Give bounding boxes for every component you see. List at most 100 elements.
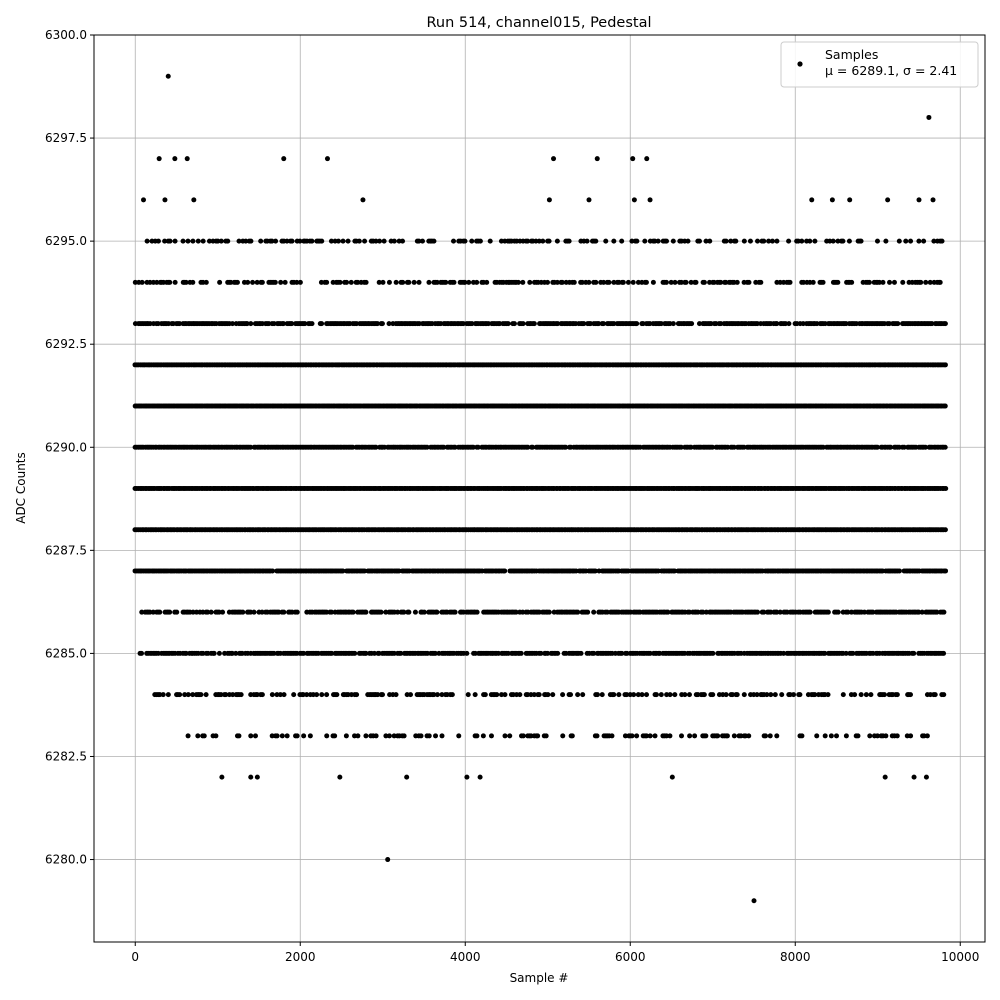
data-point (334, 692, 340, 698)
data-point (812, 238, 818, 244)
data-point (419, 238, 425, 244)
data-point (658, 692, 664, 698)
data-point (344, 279, 350, 285)
data-point (563, 444, 569, 450)
data-point (924, 733, 930, 739)
data-point (259, 609, 265, 615)
data-point (650, 279, 656, 285)
data-point (611, 692, 617, 698)
data-point (281, 692, 287, 698)
data-point (761, 238, 767, 244)
data-point (515, 279, 521, 285)
data-point (696, 238, 702, 244)
data-point (180, 238, 186, 244)
data-point (229, 650, 235, 656)
data-point (278, 279, 284, 285)
data-point (328, 238, 334, 244)
y-tick-label: 6290.0 (45, 440, 87, 454)
data-point (200, 238, 206, 244)
data-point (456, 733, 462, 739)
data-point (177, 321, 183, 327)
data-point (566, 238, 572, 244)
data-point (835, 238, 841, 244)
data-point (554, 238, 560, 244)
data-point (634, 733, 640, 739)
data-point (665, 609, 671, 615)
data-point (741, 238, 747, 244)
data-point (855, 733, 861, 739)
data-point (880, 279, 886, 285)
data-point (777, 609, 783, 615)
data-point (139, 279, 145, 285)
data-point (679, 733, 685, 739)
data-point (774, 733, 780, 739)
data-point (916, 197, 922, 203)
data-point (670, 238, 676, 244)
data-point (751, 898, 757, 904)
data-point (291, 692, 297, 698)
data-point (868, 692, 874, 698)
data-point (786, 238, 792, 244)
data-point (281, 156, 287, 162)
data-point (350, 609, 356, 615)
data-point (274, 733, 280, 739)
data-point (918, 279, 924, 285)
data-point (885, 197, 891, 203)
data-point (328, 609, 334, 615)
data-point (545, 692, 551, 698)
data-point (248, 238, 254, 244)
data-point (629, 733, 635, 739)
data-point (487, 238, 493, 244)
data-point (723, 692, 729, 698)
data-point (644, 156, 650, 162)
data-point (926, 114, 932, 120)
data-point (678, 444, 684, 450)
data-point (672, 692, 678, 698)
data-point (219, 774, 225, 780)
data-point (248, 774, 254, 780)
data-point (376, 279, 382, 285)
data-point (520, 279, 526, 285)
data-point (934, 609, 940, 615)
data-point (701, 692, 707, 698)
data-point (213, 733, 219, 739)
data-point (319, 321, 325, 327)
data-point (758, 279, 764, 285)
data-point (525, 238, 531, 244)
data-point (426, 279, 432, 285)
data-point (620, 279, 626, 285)
data-point (324, 609, 330, 615)
data-point (139, 609, 145, 615)
data-point (767, 733, 773, 739)
data-point (630, 156, 636, 162)
data-point (488, 733, 494, 739)
data-point (238, 692, 244, 698)
data-point (921, 238, 927, 244)
data-point (643, 279, 649, 285)
data-point (229, 321, 235, 327)
data-point (746, 279, 752, 285)
data-point (165, 692, 171, 698)
data-point (772, 692, 778, 698)
data-point (477, 774, 483, 780)
data-point (606, 279, 612, 285)
data-point (667, 733, 673, 739)
data-point (554, 279, 560, 285)
data-point (172, 238, 178, 244)
data-point (195, 238, 201, 244)
data-point (472, 692, 478, 698)
y-tick-label: 6287.5 (45, 543, 87, 557)
data-point (411, 279, 417, 285)
data-point (167, 238, 173, 244)
data-point (174, 609, 180, 615)
data-point (625, 279, 631, 285)
data-point (593, 279, 599, 285)
data-point (416, 238, 422, 244)
data-point (896, 568, 902, 574)
data-point (807, 609, 813, 615)
data-point (774, 321, 780, 327)
data-point (667, 692, 673, 698)
data-point (609, 733, 615, 739)
data-point (894, 692, 900, 698)
data-point (254, 279, 260, 285)
